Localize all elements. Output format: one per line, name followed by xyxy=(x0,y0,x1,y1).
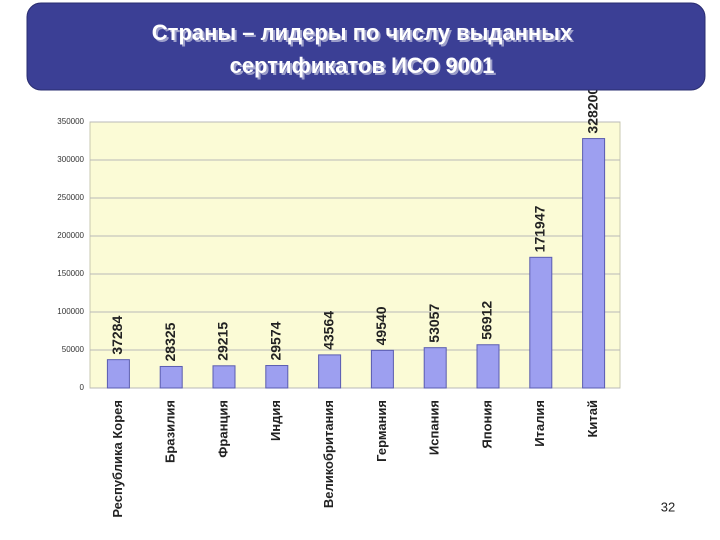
bar xyxy=(212,365,236,389)
y-tick-label: 300000 xyxy=(57,155,84,164)
y-tick-label: 100000 xyxy=(57,307,84,316)
bar xyxy=(370,349,394,389)
chart-title: Страны – лидеры по числу выданных xyxy=(152,20,573,45)
value-label: 328200 xyxy=(584,87,600,134)
bar xyxy=(159,365,183,389)
value-label: 29574 xyxy=(268,321,284,360)
value-label: 53057 xyxy=(426,304,442,343)
x-tick-label: Великобритания xyxy=(321,400,336,508)
y-tick-label: 250000 xyxy=(57,193,84,202)
bar xyxy=(265,365,289,389)
value-label: 171947 xyxy=(532,205,548,252)
y-tick-label: 50000 xyxy=(62,345,85,354)
bar xyxy=(582,138,606,389)
x-tick-label: Япония xyxy=(479,400,494,449)
value-label: 56912 xyxy=(479,301,495,340)
y-tick-label: 150000 xyxy=(57,269,84,278)
value-label: 43564 xyxy=(320,311,336,350)
bar xyxy=(476,344,500,389)
x-tick-label: Италия xyxy=(532,400,547,447)
page-number: 32 xyxy=(661,499,675,514)
chart-layer: 0 50000 100000 150000 200000 250000 300000 3500… xyxy=(57,87,620,518)
value-label: 37284 xyxy=(109,316,125,355)
x-tick-label: Республика Корея xyxy=(110,400,125,518)
x-tick-label: Китай xyxy=(585,400,600,438)
x-tick-label: Франция xyxy=(215,400,230,458)
y-tick-label: 0 xyxy=(80,383,85,392)
bar xyxy=(318,354,342,389)
bar xyxy=(106,359,130,389)
x-tick-label: Индия xyxy=(268,400,283,441)
x-tick-label: Германия xyxy=(374,400,389,462)
title-shadow: Страны – лидеры по числу выданных xyxy=(154,22,575,47)
x-tick-label: Испания xyxy=(427,400,442,455)
x-tick-label: Бразилия xyxy=(163,400,178,463)
value-label: 29215 xyxy=(215,322,231,361)
y-tick-label: 200000 xyxy=(57,231,84,240)
title-shadow: сертификатов ИСО 9001 xyxy=(232,55,497,80)
chart-title: сертификатов ИСО 9001 xyxy=(230,53,495,78)
title-box xyxy=(26,2,706,91)
bar xyxy=(423,347,447,389)
value-label: 49540 xyxy=(373,306,389,345)
bar xyxy=(529,256,553,389)
y-tick-label: 350000 xyxy=(57,117,84,126)
value-label: 28325 xyxy=(162,322,178,361)
